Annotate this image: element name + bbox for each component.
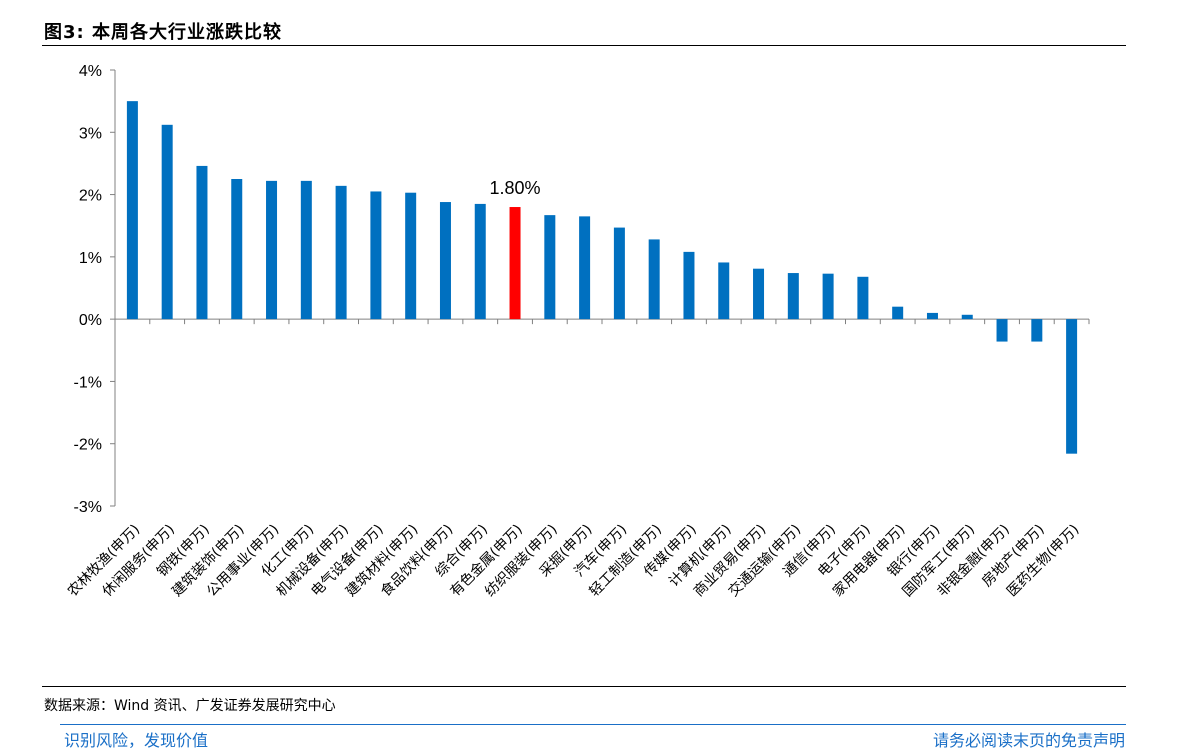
bar: [857, 276, 869, 320]
y-tick-label: 2%: [79, 188, 102, 205]
data-label: 1.80%: [490, 178, 541, 198]
bar: [1066, 319, 1078, 454]
title-rule: [42, 45, 1126, 46]
bar: [787, 273, 799, 320]
bar: [961, 314, 973, 320]
y-tick-label: -3%: [74, 499, 102, 516]
data-source: 数据来源：Wind 资讯、广发证券发展研究中心: [44, 698, 336, 714]
bar: [196, 165, 208, 320]
bar: [926, 312, 938, 320]
footer-disclaimer: 请务必阅读末页的免责声明: [932, 731, 1125, 750]
y-tick-label: 4%: [79, 63, 102, 80]
bar: [613, 227, 625, 320]
bar: [266, 180, 278, 320]
bar: [335, 185, 347, 320]
bar: [126, 101, 138, 320]
bar: [753, 268, 765, 320]
footer-slogan: 识别风险，发现价值: [64, 731, 209, 750]
bar: [1031, 319, 1043, 342]
source-rule: [42, 686, 1126, 687]
bar: [474, 203, 486, 320]
bar: [509, 207, 521, 320]
bar: [544, 215, 556, 320]
bar: [439, 202, 451, 320]
y-tick-label: 0%: [79, 312, 102, 329]
footer-rule: [60, 724, 1126, 725]
bar: [892, 306, 904, 320]
bar: [231, 179, 243, 320]
bar-chart: 4%3%2%1%0%-1%-2%-3%农林牧渔(申万)休闲服务(申万)钢铁(申万…: [65, 63, 1090, 600]
bar: [648, 239, 660, 320]
bar: [996, 319, 1008, 342]
figure-title: 图3: 本周各大行业涨跌比较: [44, 22, 282, 43]
bar: [822, 273, 834, 320]
bar: [161, 124, 173, 320]
y-tick-label: -2%: [74, 437, 102, 454]
bar: [683, 251, 695, 320]
bar: [300, 180, 312, 320]
y-tick-label: 3%: [79, 125, 102, 142]
bar: [718, 262, 730, 320]
bar: [579, 216, 591, 320]
y-tick-label: 1%: [79, 250, 102, 267]
bar: [405, 192, 417, 320]
y-tick-label: -1%: [74, 374, 102, 391]
bar: [370, 191, 382, 320]
